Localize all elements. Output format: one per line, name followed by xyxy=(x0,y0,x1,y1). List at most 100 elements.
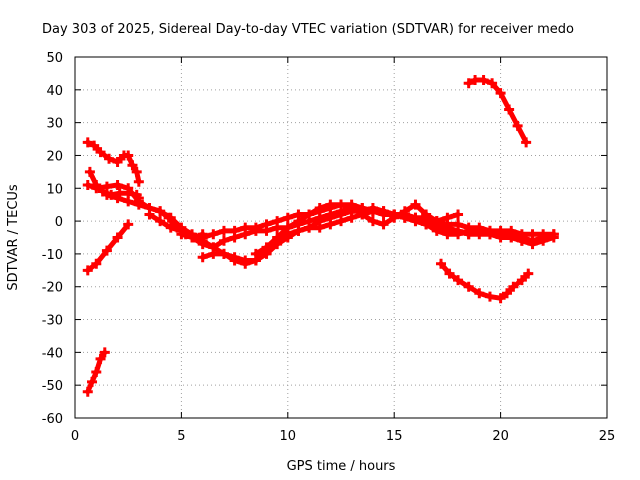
x-tick-label: 0 xyxy=(71,429,79,444)
data-point xyxy=(155,206,166,217)
data-point xyxy=(91,183,102,194)
data-point xyxy=(523,268,534,279)
data-point xyxy=(123,150,134,161)
data-point xyxy=(487,78,498,89)
y-tick-label: -10 xyxy=(42,248,63,263)
y-tick-label: -30 xyxy=(42,314,63,329)
series-track-4 xyxy=(82,219,134,276)
data-point xyxy=(101,189,112,200)
data-point xyxy=(463,225,474,236)
series-track-5 xyxy=(82,347,110,397)
data-point xyxy=(104,153,115,164)
data-point xyxy=(474,225,485,236)
data-point xyxy=(410,199,421,210)
data-point xyxy=(548,229,559,240)
data-point xyxy=(218,225,229,236)
data-point xyxy=(99,347,110,358)
data-point xyxy=(527,229,538,240)
data-point xyxy=(84,166,95,177)
data-point xyxy=(165,222,176,233)
data-point xyxy=(463,78,474,89)
y-tick-label: 20 xyxy=(46,149,63,164)
data-point xyxy=(133,176,144,187)
data-series xyxy=(82,74,559,397)
y-tick-label: 40 xyxy=(46,84,63,99)
x-tick-label: 5 xyxy=(177,429,185,444)
y-tick-label: -40 xyxy=(42,346,63,361)
data-point xyxy=(282,212,293,223)
data-point xyxy=(293,216,304,227)
data-point xyxy=(357,209,368,220)
y-tick-label: -60 xyxy=(42,412,63,427)
data-point xyxy=(82,386,93,397)
data-point xyxy=(389,209,400,220)
data-point xyxy=(314,222,325,233)
data-point xyxy=(272,239,283,250)
data-point xyxy=(112,157,123,168)
series-line xyxy=(85,139,142,185)
data-point xyxy=(436,258,447,269)
data-point xyxy=(208,229,219,240)
data-point xyxy=(91,258,102,269)
data-point xyxy=(218,235,229,246)
y-tick-label: 50 xyxy=(46,51,63,66)
y-tick-label: 30 xyxy=(46,117,63,132)
data-point xyxy=(501,288,512,299)
series-line xyxy=(253,202,461,257)
x-tick-label: 25 xyxy=(599,429,616,444)
y-tick-label: -50 xyxy=(42,379,63,394)
data-point xyxy=(453,209,464,220)
x-axis-label: GPS time / hours xyxy=(287,459,396,474)
y-tick-label: 0 xyxy=(55,215,63,230)
data-point xyxy=(112,193,123,204)
y-tick-label: -20 xyxy=(42,281,63,296)
data-point xyxy=(250,222,261,233)
data-point xyxy=(453,275,464,286)
data-point xyxy=(131,166,142,177)
data-point xyxy=(261,219,272,230)
data-point xyxy=(144,209,155,220)
data-point xyxy=(474,288,485,299)
data-point xyxy=(470,74,481,85)
data-point xyxy=(504,104,515,115)
data-point xyxy=(442,212,453,223)
series-track-10 xyxy=(197,206,527,266)
data-point xyxy=(508,281,519,292)
data-point xyxy=(506,232,517,243)
data-point xyxy=(95,147,106,158)
data-point xyxy=(229,252,240,263)
data-point xyxy=(112,179,123,190)
series-track-1 xyxy=(82,137,144,187)
data-point xyxy=(431,216,442,227)
data-point xyxy=(516,275,527,286)
series-line xyxy=(466,77,529,145)
data-point xyxy=(89,140,100,151)
data-point xyxy=(463,281,474,292)
data-point xyxy=(187,232,198,243)
data-point xyxy=(325,199,336,210)
data-point xyxy=(346,212,357,223)
y-tick-label: 10 xyxy=(46,182,63,197)
x-tick-label: 10 xyxy=(280,429,297,444)
data-point xyxy=(304,222,315,233)
data-point xyxy=(421,219,432,230)
data-point xyxy=(272,216,283,227)
series-track-9 xyxy=(250,199,464,259)
data-point xyxy=(101,245,112,256)
axis-ticks: 0 5 10 15 20 25 -60 -50 -40 -30 -20 -10 0 10 20 30 40 50 xyxy=(42,51,616,444)
data-point xyxy=(293,225,304,236)
data-point xyxy=(367,216,378,227)
data-point xyxy=(453,219,464,230)
x-tick-label: 15 xyxy=(386,429,403,444)
data-point xyxy=(325,219,336,230)
data-point xyxy=(82,137,93,148)
data-point xyxy=(133,199,144,210)
data-point xyxy=(112,232,123,243)
series-track-12 xyxy=(463,74,532,148)
data-point xyxy=(495,88,506,99)
data-point xyxy=(197,252,208,263)
data-point xyxy=(444,268,455,279)
data-point xyxy=(521,137,532,148)
data-point xyxy=(399,212,410,223)
